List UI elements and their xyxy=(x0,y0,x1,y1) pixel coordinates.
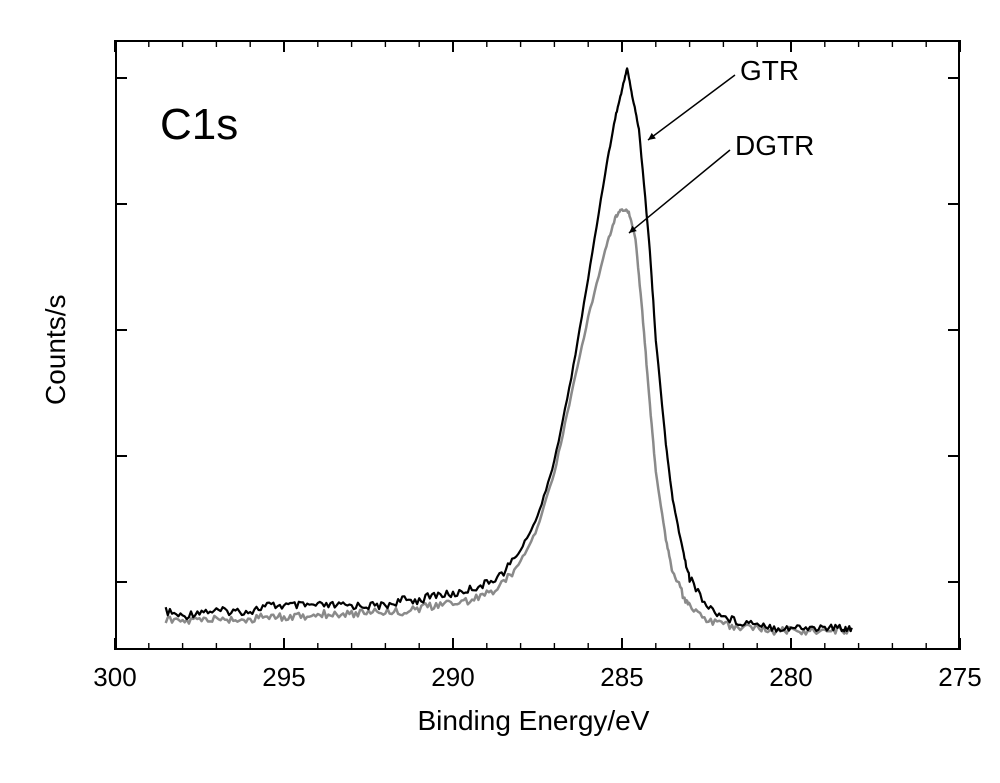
x-ticks xyxy=(115,40,960,650)
x-tick-label: 285 xyxy=(597,662,647,693)
y-ticks xyxy=(115,78,960,582)
annotation-arrowhead xyxy=(648,133,656,140)
series-DGTR xyxy=(166,209,852,634)
annotation-arrow xyxy=(648,75,735,140)
x-tick-label: 275 xyxy=(935,662,985,693)
chart-svg xyxy=(0,0,1000,783)
y-axis-label: Counts/s xyxy=(40,295,72,406)
x-tick-label: 295 xyxy=(259,662,309,693)
in-plot-title: C1s xyxy=(160,100,238,150)
annotation-label-dgtr: DGTR xyxy=(735,130,814,162)
x-tick-label: 300 xyxy=(90,662,140,693)
annotation-label-gtr: GTR xyxy=(740,55,799,87)
x-tick-label: 290 xyxy=(428,662,478,693)
x-axis-label: Binding Energy/eV xyxy=(418,705,650,737)
x-tick-label: 280 xyxy=(766,662,816,693)
